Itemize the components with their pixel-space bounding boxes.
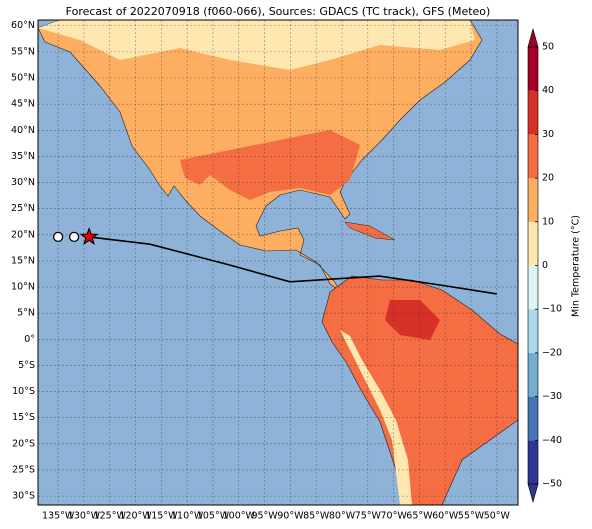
colorbar-tick-label: 20 (542, 173, 554, 184)
current-position (79, 226, 99, 245)
lon-tick-label: 55°W (458, 511, 485, 522)
lat-tick-label: 25°N (11, 203, 35, 214)
lat-tick-label: 5°S (18, 360, 35, 371)
lat-tick-label: 20°N (11, 229, 35, 240)
andes-cool (340, 330, 412, 505)
lat-tick-label: 30°N (11, 177, 35, 188)
lon-tick-label: 95°W (251, 511, 278, 522)
past-position (52, 231, 64, 243)
lon-tick-label: 90°W (277, 511, 304, 522)
lat-tick-label: 30°S (12, 491, 35, 502)
colorbar-band (528, 396, 538, 441)
colorbar-tick-label: 10 (542, 216, 554, 227)
lon-tick-label: 75°W (355, 511, 382, 522)
lat-tick-label: 0° (24, 334, 35, 345)
lon-tick-label: 80°W (329, 511, 356, 522)
lon-tick-label: 120°W (119, 511, 152, 522)
lon-tick-label: 100°W (223, 511, 256, 522)
lat-tick-label: 50°N (11, 73, 35, 84)
colorbar-label: Min Temperature (°C) (571, 215, 582, 317)
lat-tick-label: 10°N (11, 282, 35, 293)
map-frame (37, 19, 519, 506)
lat-tick-label: 35°N (11, 151, 35, 162)
lon-tick-label: 130°W (68, 511, 101, 522)
colorbar-band (528, 178, 538, 222)
colorbar-tick-label: 40 (542, 85, 554, 96)
colorbar-band (528, 265, 538, 310)
amazon-hot (385, 300, 440, 340)
colorbar-tick-label: 0 (542, 260, 548, 271)
track-layer (52, 226, 497, 295)
colorbar-tick-label: −50 (542, 479, 562, 490)
colorbar-tick-label: −20 (542, 347, 562, 358)
colorbar-tick-label: 30 (542, 129, 554, 140)
map-area (38, 20, 518, 505)
colorbar-band (528, 309, 538, 353)
lat-tick-label: 60°N (11, 20, 35, 31)
colorbar-band (528, 134, 538, 179)
map-title: Forecast of 2022070918 (f060-066), Sourc… (66, 5, 491, 18)
grid: 60°N 55°N 50°N 45°N 40°N 35°N 30°N 25°N 20°N 15°N… (11, 20, 518, 522)
lat-tick-label: 5°N (17, 308, 35, 319)
lon-tick-label: 50°W (484, 511, 511, 522)
lon-tick-label: 70°W (380, 511, 407, 522)
colorbar-tick-label: −10 (542, 304, 562, 315)
colorbar: 50 40 30 20 10 0 −10 −20 −30 −40 −50 (527, 27, 562, 504)
lon-tick-label: 105°W (197, 511, 230, 522)
past-position (68, 231, 80, 243)
lat-tick-label: 15°N (11, 255, 35, 266)
lat-tick-label: 15°S (12, 412, 35, 423)
colorbar-band (528, 90, 538, 135)
lon-tick-label: 115°W (145, 511, 178, 522)
lon-tick-label: 60°W (432, 511, 459, 522)
lon-tick-label: 65°W (406, 511, 433, 522)
colorbar-band (528, 440, 538, 484)
lon-tick-label: 135°W (42, 511, 75, 522)
lon-tick-label: 125°W (94, 511, 127, 522)
colorbar-tick-label: −30 (542, 391, 562, 402)
lat-tick-label: 10°S (12, 386, 35, 397)
lat-tick-label: 45°N (11, 99, 35, 110)
lon-tick-label: 110°W (171, 511, 204, 522)
lat-tick-label: 20°S (12, 438, 35, 449)
lat-tick-label: 25°S (12, 464, 35, 475)
lon-tick-label: 85°W (303, 511, 330, 522)
lat-tick-label: 55°N (11, 46, 35, 57)
canada-cold (38, 20, 475, 70)
colorbar-extend-bottom (527, 483, 539, 504)
colorbar-tick-label: 50 (542, 42, 554, 53)
colorbar-tick-label: −40 (542, 435, 562, 446)
cuba (344, 221, 396, 241)
track-line (89, 236, 497, 295)
colorbar-extend-top (527, 27, 539, 48)
colorbar-band (528, 47, 538, 91)
lat-tick-label: 40°N (11, 125, 35, 136)
colorbar-band (528, 221, 538, 266)
colorbar-band (528, 352, 538, 397)
